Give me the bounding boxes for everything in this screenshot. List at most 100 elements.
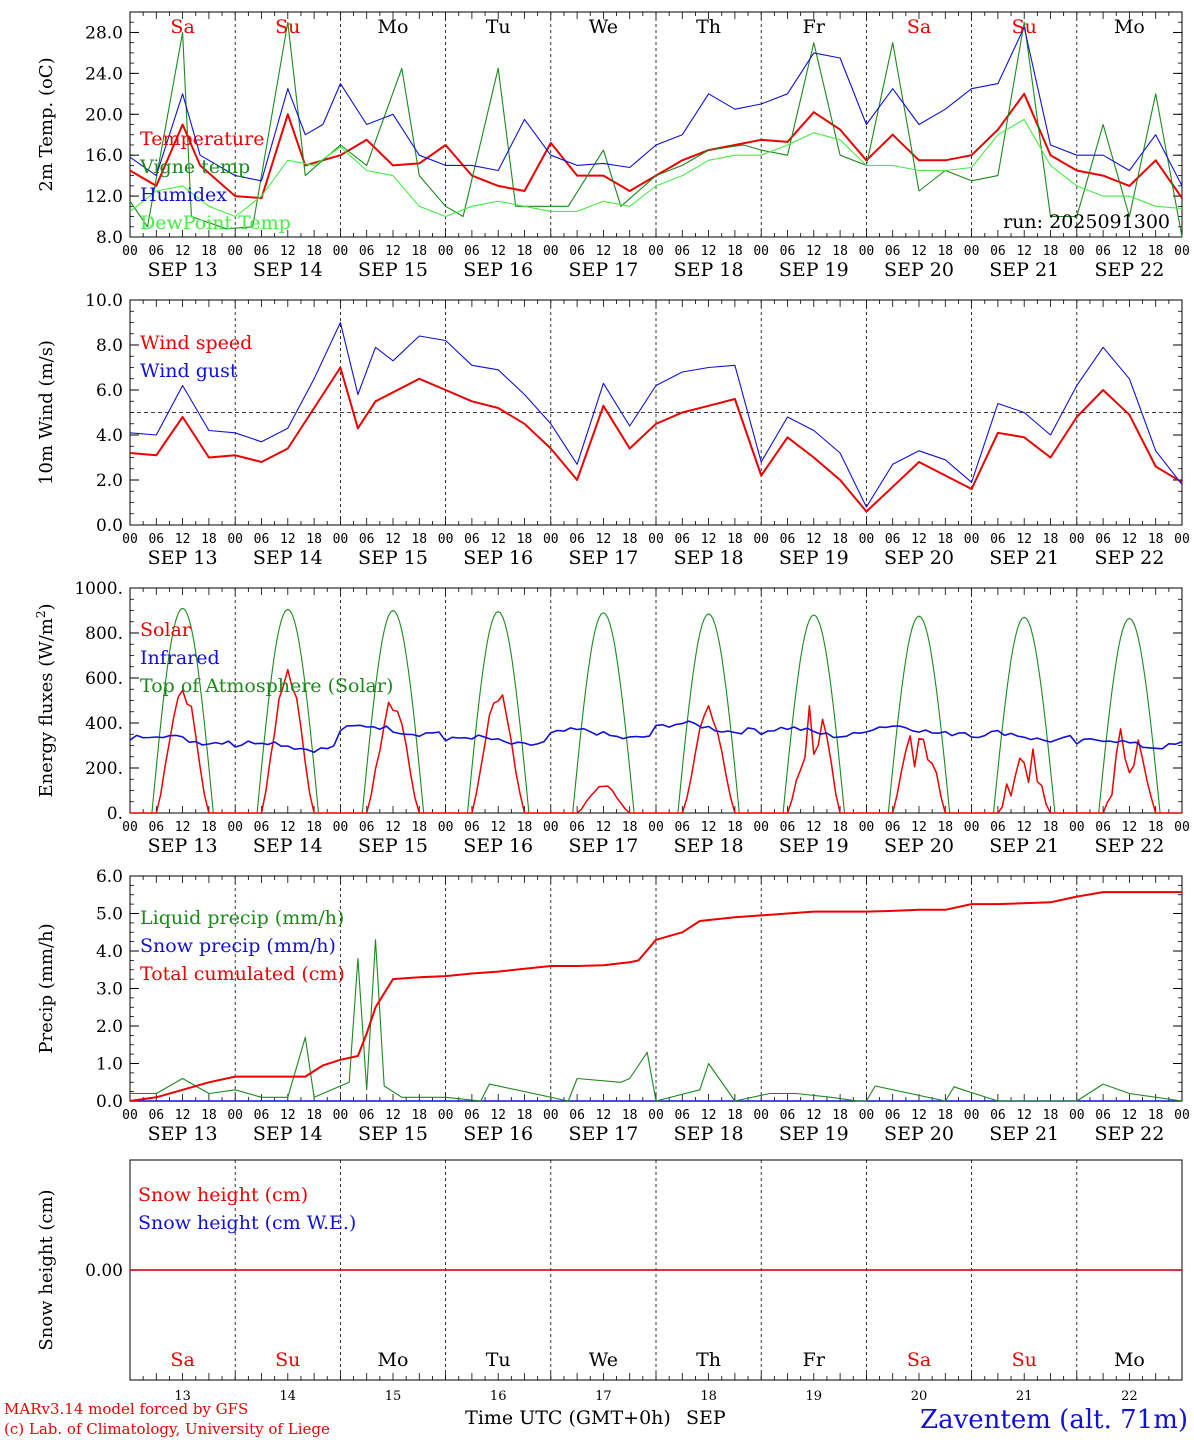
hour-tick-label: 18 xyxy=(622,1108,638,1123)
y-tick-label: 12.0 xyxy=(85,187,123,207)
hour-tick-label: 00 xyxy=(227,820,243,835)
hour-tick-label: 12 xyxy=(701,820,717,835)
hour-tick-label: 00 xyxy=(964,1108,980,1123)
date-tick-label: SEP 16 xyxy=(463,259,533,281)
hour-tick-label: 18 xyxy=(1148,532,1164,547)
hour-tick-label: 12 xyxy=(385,820,401,835)
y-tick-label: 2.0 xyxy=(96,471,123,491)
hour-tick-label: 00 xyxy=(438,820,454,835)
date-tick-label: SEP 21 xyxy=(989,259,1059,281)
legend-top-of-atmosphere-solar: Top of Atmosphere (Solar) xyxy=(140,675,393,697)
hour-tick-label: 00 xyxy=(859,244,875,259)
day-name-label: Tu xyxy=(486,16,511,38)
date-tick-label: SEP 20 xyxy=(884,547,954,569)
hour-tick-label: 06 xyxy=(464,244,480,259)
hour-tick-label: 12 xyxy=(701,1108,717,1123)
date-tick-label: SEP 21 xyxy=(989,547,1059,569)
hour-tick-label: 12 xyxy=(280,244,296,259)
hour-tick-label: 18 xyxy=(832,820,848,835)
hour-tick-label: 06 xyxy=(780,244,796,259)
hour-tick-label: 12 xyxy=(806,820,822,835)
hour-tick-label: 00 xyxy=(648,244,664,259)
y-axis-label: Energy fluxes (W/m2) xyxy=(34,603,57,797)
hour-tick-label: 18 xyxy=(201,1108,217,1123)
y-tick-label: 16.0 xyxy=(85,146,123,166)
hour-tick-label: 18 xyxy=(727,244,743,259)
day-name-label: We xyxy=(589,1349,618,1371)
hour-tick-label: 06 xyxy=(254,244,270,259)
hour-tick-label: 00 xyxy=(122,532,138,547)
hour-tick-label: 18 xyxy=(517,820,533,835)
hour-tick-label: 00 xyxy=(648,1108,664,1123)
y-tick-label: 4.0 xyxy=(96,426,123,446)
hour-tick-label: 00 xyxy=(1174,1108,1190,1123)
hour-tick-label: 18 xyxy=(832,532,848,547)
y-tick-label: 3.0 xyxy=(96,980,123,1000)
series-vigne-temp xyxy=(129,21,1183,238)
hour-tick-label: 18 xyxy=(306,244,322,259)
hour-tick-label: 06 xyxy=(148,1108,164,1123)
date-tick-label: SEP 17 xyxy=(568,1123,638,1145)
hour-tick-label: 12 xyxy=(806,1108,822,1123)
date-tick-label: SEP 18 xyxy=(674,1123,744,1145)
hour-tick-label: 18 xyxy=(832,244,848,259)
hour-tick-label: 06 xyxy=(780,820,796,835)
hour-tick-label: 06 xyxy=(1095,820,1111,835)
hour-tick-label: 12 xyxy=(175,532,191,547)
legend-snow-height-cm: Snow height (cm) xyxy=(138,1184,308,1206)
hour-tick-label: 06 xyxy=(990,1108,1006,1123)
day-name-label: Su xyxy=(275,1349,300,1371)
hour-tick-label: 06 xyxy=(780,1108,796,1123)
day-name-label: Fr xyxy=(803,16,826,38)
hour-tick-label: 18 xyxy=(411,532,427,547)
day-number-label: 20 xyxy=(911,1389,928,1404)
day-name-label: Tu xyxy=(486,1349,511,1371)
date-tick-label: SEP 13 xyxy=(148,259,218,281)
hour-tick-label: 06 xyxy=(359,244,375,259)
hour-tick-label: 00 xyxy=(333,244,349,259)
hour-tick-label: 12 xyxy=(1016,1108,1032,1123)
date-tick-label: SEP 14 xyxy=(253,835,323,857)
date-tick-label: SEP 17 xyxy=(568,835,638,857)
y-tick-label: 400. xyxy=(85,714,123,734)
hour-tick-label: 00 xyxy=(333,820,349,835)
hour-tick-label: 00 xyxy=(438,244,454,259)
day-name-label: Th xyxy=(696,16,721,38)
hour-tick-label: 06 xyxy=(254,820,270,835)
hour-tick-label: 06 xyxy=(674,532,690,547)
hour-tick-label: 06 xyxy=(359,532,375,547)
y-axis-label: 2m Temp. (oC) xyxy=(36,57,57,191)
day-name-label: Sa xyxy=(907,16,931,38)
hour-tick-label: 06 xyxy=(254,1108,270,1123)
hour-tick-label: 12 xyxy=(1122,820,1138,835)
y-tick-label: 200. xyxy=(85,759,123,779)
hour-tick-label: 00 xyxy=(122,820,138,835)
legend-wind-speed: Wind speed xyxy=(140,332,252,354)
hour-tick-label: 06 xyxy=(569,244,585,259)
hour-tick-label: 00 xyxy=(227,244,243,259)
day-number-label: 22 xyxy=(1121,1389,1138,1404)
hour-tick-label: 06 xyxy=(1095,1108,1111,1123)
day-name-label: Fr xyxy=(803,1349,826,1371)
y-tick-label: 6.0 xyxy=(96,867,123,887)
x-axis-month: SEP xyxy=(686,1407,726,1429)
hour-tick-label: 12 xyxy=(490,244,506,259)
date-tick-label: SEP 22 xyxy=(1094,547,1164,569)
hour-tick-label: 12 xyxy=(596,244,612,259)
hour-tick-label: 18 xyxy=(517,532,533,547)
legend-total-cumulated-cm: Total cumulated (cm) xyxy=(140,963,345,985)
date-tick-label: SEP 13 xyxy=(148,835,218,857)
hour-tick-label: 18 xyxy=(937,820,953,835)
hour-tick-label: 12 xyxy=(490,1108,506,1123)
legend-snow-height-cm-w-e: Snow height (cm W.E.) xyxy=(138,1212,356,1234)
hour-tick-label: 06 xyxy=(885,532,901,547)
date-tick-label: SEP 20 xyxy=(884,1123,954,1145)
series-liquid-precip xyxy=(130,939,1183,1102)
hour-tick-label: 18 xyxy=(517,1108,533,1123)
hour-tick-label: 06 xyxy=(359,820,375,835)
hour-tick-label: 06 xyxy=(1095,244,1111,259)
hour-tick-label: 18 xyxy=(622,532,638,547)
hour-tick-label: 00 xyxy=(859,1108,875,1123)
legend-wind-gust: Wind gust xyxy=(140,360,238,382)
day-number-label: 19 xyxy=(806,1389,823,1404)
